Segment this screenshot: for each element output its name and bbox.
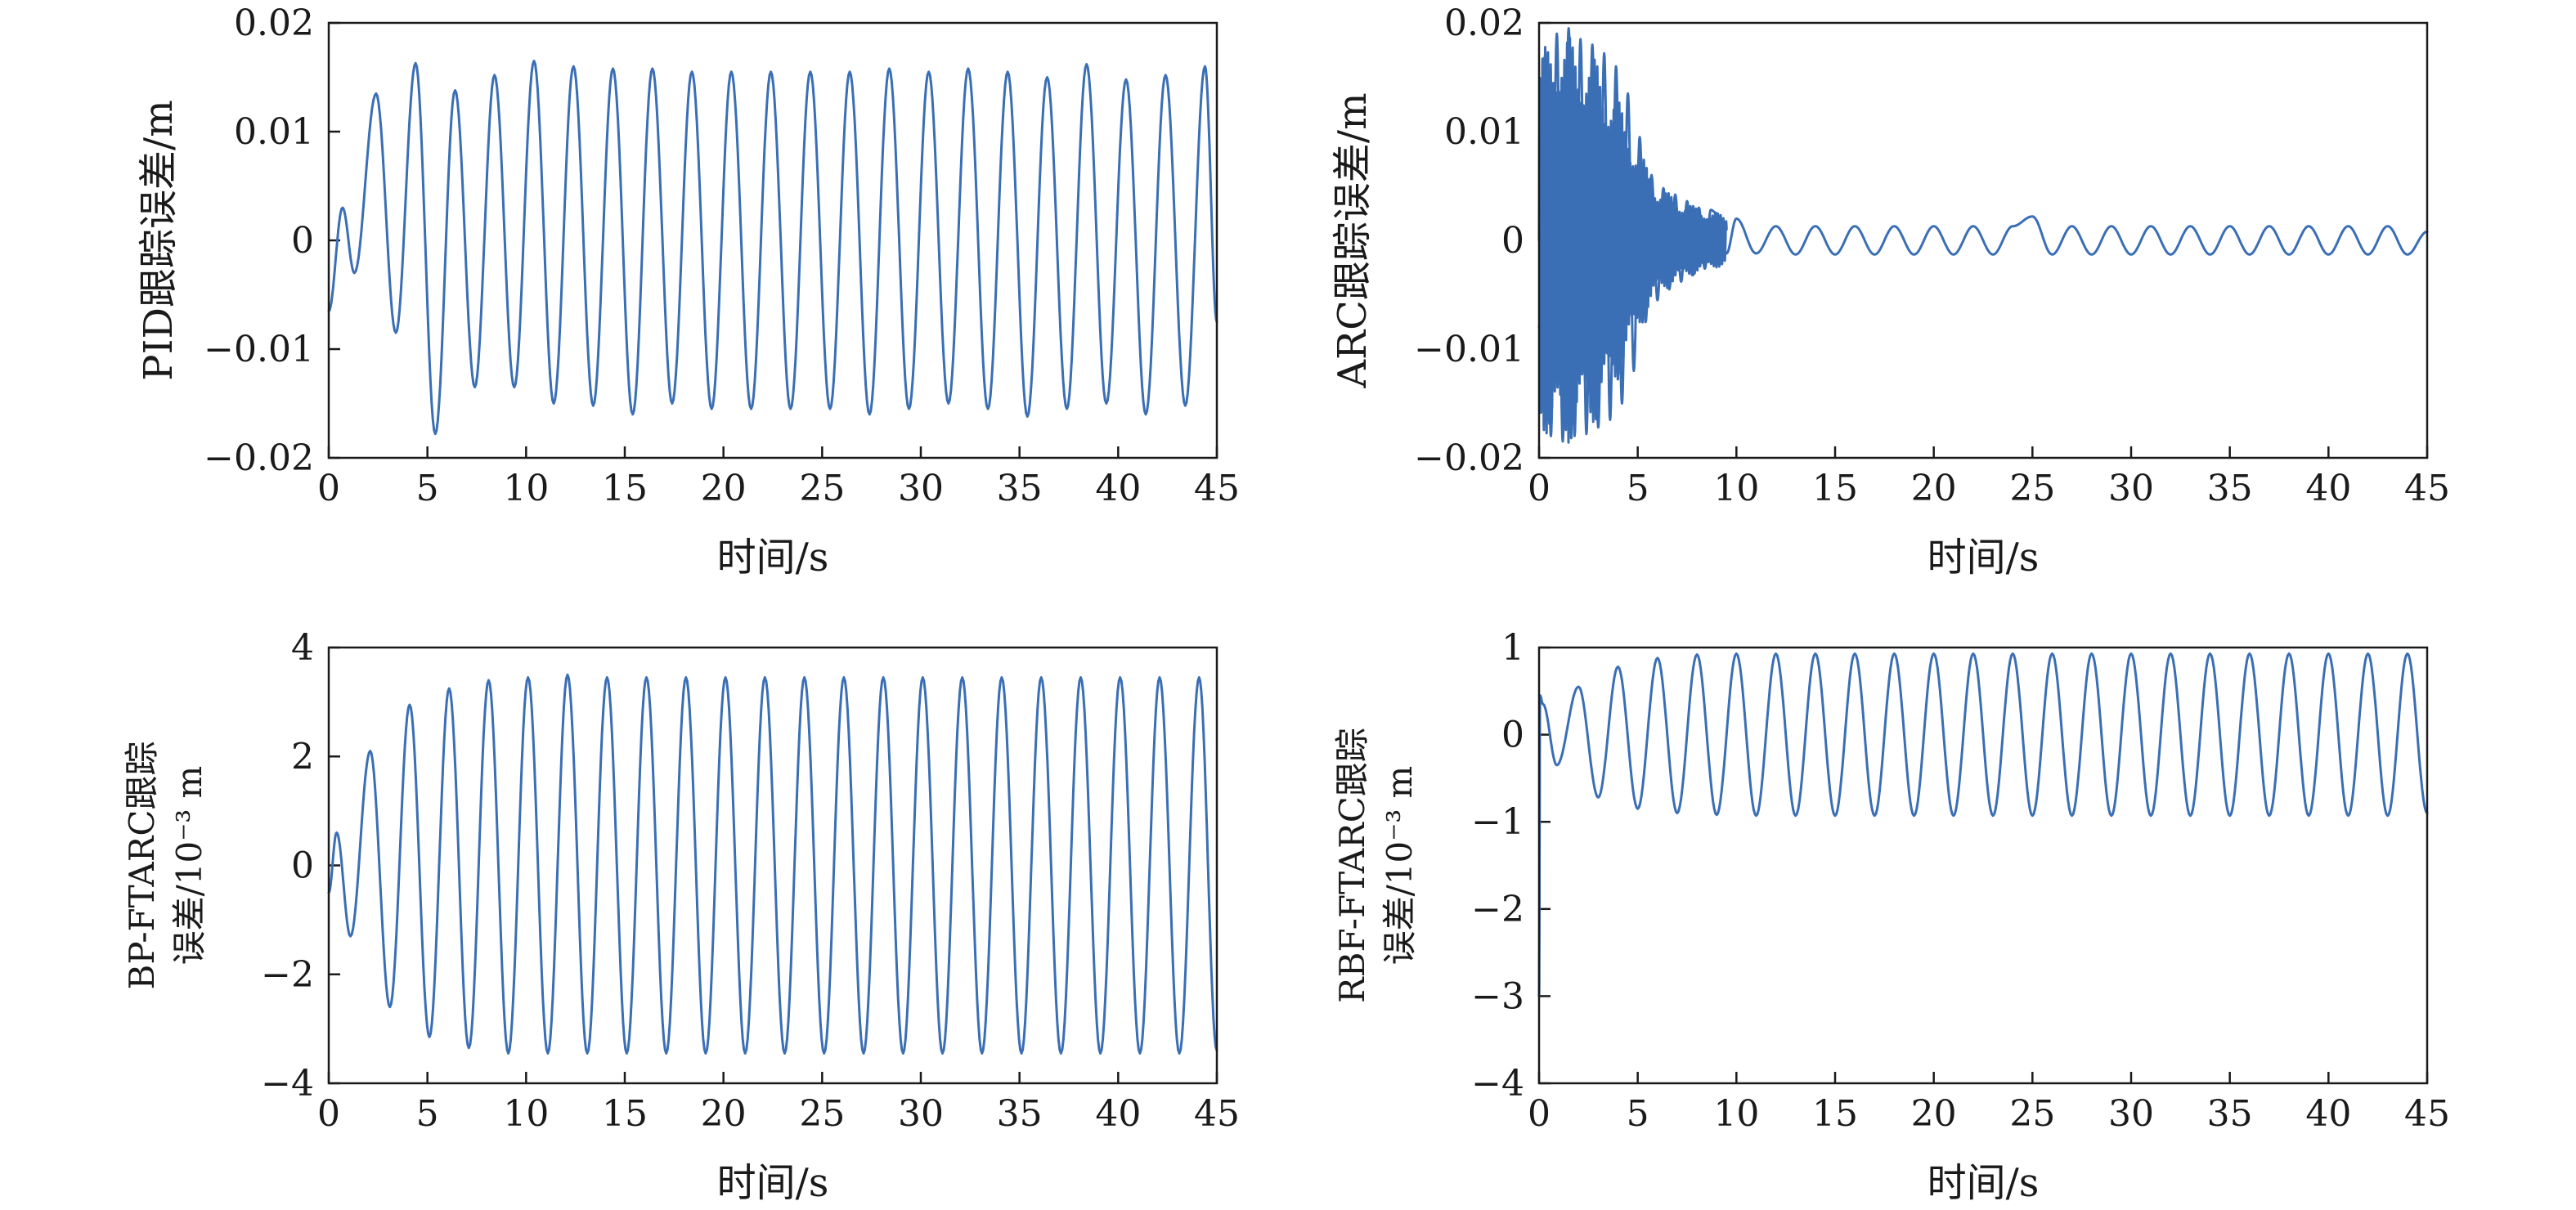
ytick-label: −0.02 [1414, 437, 1524, 479]
xtick-label: 20 [1911, 1093, 1957, 1135]
xtick-label: 45 [2404, 1093, 2450, 1135]
xtick-label: 45 [1194, 1093, 1240, 1135]
y-axis-label-line-2: 误差/10⁻³ m [169, 766, 209, 966]
series-line-arc-error [1537, 27, 2429, 443]
y-axis-label: ARC跟踪误差/m [1330, 92, 1376, 388]
xtick-marks [327, 1072, 1218, 1083]
series-line-rbf-ftarc-error [1537, 652, 2429, 997]
x-axis-label: 时间/s [717, 535, 829, 580]
xtick-label: 25 [2009, 468, 2055, 509]
series-line-bp-ftarc-error [327, 673, 1218, 1055]
xtick-label: 30 [898, 468, 944, 509]
xtick-label: 5 [416, 468, 439, 509]
xtick-label: 20 [701, 1093, 747, 1135]
y-axis-label-line-1: BP-FTARC跟踪 [122, 742, 162, 990]
xtick-label: 45 [1194, 468, 1240, 509]
xtick-marks [1537, 1072, 2429, 1083]
xtick-label: 35 [997, 1093, 1043, 1135]
ytick-labels: −0.02 −0.01 0 0.01 0.02 [204, 2, 314, 479]
x-axis-label: 时间/s [717, 1160, 829, 1206]
xtick-label: 0 [1528, 1093, 1551, 1135]
y-axis-label: PID跟踪误差/m [136, 100, 182, 380]
ytick-label: 0 [291, 845, 314, 887]
xtick-labels: 0 5 10 15 20 25 30 35 40 45 [317, 468, 1240, 509]
xtick-label: 10 [1713, 468, 1759, 509]
ytick-label: 0.02 [234, 2, 314, 44]
ytick-label: 0 [291, 220, 314, 262]
ytick-label: 0.01 [234, 111, 314, 153]
plot-frame [1537, 21, 2429, 459]
xtick-label: 15 [602, 468, 648, 509]
xtick-label: 30 [2108, 1093, 2154, 1135]
xtick-label: 0 [317, 1093, 340, 1135]
plot-frame [1537, 646, 2429, 1085]
ytick-label: −2 [261, 954, 314, 996]
plot-frame [327, 21, 1218, 459]
xtick-marks [1537, 446, 2429, 458]
ytick-label: 0 [1501, 220, 1524, 262]
ytick-label: 0.01 [1444, 111, 1524, 153]
ytick-labels: −4 −2 0 2 4 [261, 627, 314, 1105]
xtick-label: 20 [701, 468, 747, 509]
ytick-label: 4 [291, 627, 314, 669]
xtick-label: 0 [1528, 468, 1551, 509]
xtick-labels: 0 5 10 15 20 25 30 35 40 45 [317, 1093, 1240, 1135]
xtick-label: 25 [799, 468, 845, 509]
ytick-label: −0.01 [204, 329, 314, 370]
ytick-labels: −4 −3 −2 −1 0 1 [1471, 627, 1524, 1105]
xtick-label: 15 [602, 1093, 648, 1135]
subplot-bp-ftarc: 0 5 10 15 20 25 30 35 40 45 −4 −2 0 2 4 时间/s BP-FTARC跟… [122, 627, 1240, 1206]
xtick-label: 10 [1713, 1093, 1759, 1135]
xtick-label: 30 [898, 1093, 944, 1135]
y-axis-label-line-1: RBF-FTARC跟踪 [1332, 728, 1372, 1003]
xtick-label: 35 [997, 468, 1043, 509]
ytick-label: −4 [1471, 1063, 1524, 1105]
xtick-label: 0 [317, 468, 340, 509]
subplot-arc: 0 5 10 15 20 25 30 35 40 45 −0.02 −0.01 0 0.01 0.02 时间… [1330, 2, 2450, 580]
x-axis-label: 时间/s [1928, 535, 2040, 580]
ytick-label: 2 [291, 736, 314, 778]
xtick-label: 5 [416, 1093, 439, 1135]
y-axis-label-line-2: 误差/10⁻³ m [1380, 766, 1420, 966]
xtick-label: 5 [1627, 468, 1649, 509]
x-axis-label: 时间/s [1928, 1160, 2040, 1206]
ytick-label: −0.02 [204, 437, 314, 479]
ytick-marks [329, 646, 340, 1085]
xtick-label: 35 [2207, 468, 2253, 509]
ytick-label: 0.02 [1444, 2, 1524, 44]
ytick-label: 1 [1501, 627, 1524, 669]
xtick-label: 25 [799, 1093, 845, 1135]
xtick-label: 40 [1095, 1093, 1141, 1135]
subplot-rbf-ftarc: 0 5 10 15 20 25 30 35 40 45 −4 −3 −2 −1 0 1 时间/s RBF-FT… [1332, 627, 2450, 1206]
xtick-label: 40 [1095, 468, 1141, 509]
xtick-label: 40 [2305, 1093, 2351, 1135]
subplot-pid: 0 5 10 15 20 25 30 35 40 45 −0.02 −0.01 0 0.01 0.02 时间… [136, 2, 1240, 580]
ytick-label: −1 [1471, 801, 1524, 843]
ytick-label: −0.01 [1414, 329, 1524, 370]
ytick-label: −4 [261, 1063, 314, 1105]
xtick-labels: 0 5 10 15 20 25 30 35 40 45 [1528, 1093, 2450, 1135]
ytick-label: 0 [1501, 715, 1524, 756]
xtick-label: 10 [503, 1093, 549, 1135]
xtick-label: 45 [2404, 468, 2450, 509]
xtick-label: 35 [2207, 1093, 2253, 1135]
plot-frame [327, 646, 1218, 1085]
xtick-marks [327, 446, 1218, 458]
ytick-label: −3 [1471, 975, 1524, 1017]
xtick-labels: 0 5 10 15 20 25 30 35 40 45 [1528, 468, 2450, 509]
xtick-label: 15 [1812, 1093, 1858, 1135]
xtick-label: 5 [1627, 1093, 1649, 1135]
xtick-label: 25 [2009, 1093, 2055, 1135]
xtick-label: 10 [503, 468, 549, 509]
xtick-label: 30 [2108, 468, 2154, 509]
xtick-label: 20 [1911, 468, 1957, 509]
ytick-labels: −0.02 −0.01 0 0.01 0.02 [1414, 2, 1524, 479]
series-line-pid-error [327, 60, 1218, 436]
ytick-label: −2 [1471, 889, 1524, 930]
xtick-label: 15 [1812, 468, 1858, 509]
xtick-label: 40 [2305, 468, 2351, 509]
